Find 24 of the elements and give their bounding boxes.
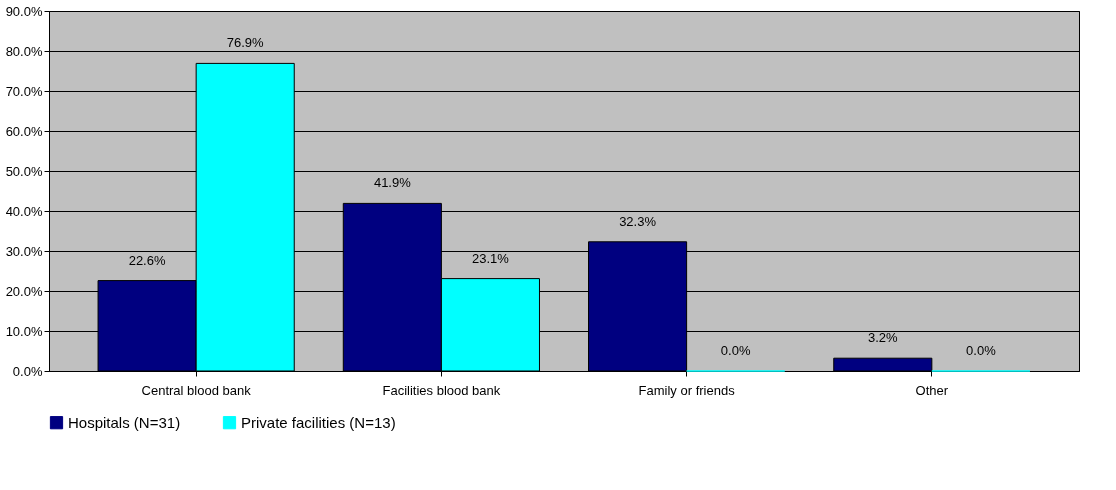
y-tick-label: 40.0% [5, 203, 43, 219]
legend-label: Private facilities (N=13) [241, 413, 396, 431]
x-tick-label: Central blood bank [141, 382, 252, 398]
data-label: 3.2% [867, 330, 899, 346]
y-tick-label: 80.0% [5, 43, 43, 59]
x-tick-label: Other [915, 382, 949, 398]
data-label: 22.6% [128, 252, 166, 268]
data-label: 0.0% [720, 343, 751, 358]
data-label: 32.3% [619, 213, 657, 229]
data-label: 76.9% [226, 35, 265, 51]
x-tick-label: Facilities blood bank [382, 382, 501, 398]
y-tick-label: 70.0% [5, 83, 43, 99]
y-tick-label: 50.0% [5, 163, 43, 179]
data-label: 0.0% [966, 343, 997, 358]
x-tick-label: Family or friends [638, 382, 736, 398]
y-tick-label: 0.0% [12, 363, 43, 379]
y-tick-label: 60.0% [5, 123, 43, 139]
y-tick-label: 90.0% [5, 3, 43, 19]
y-tick-label: 30.0% [5, 243, 43, 259]
y-tick-label: 10.0% [5, 323, 43, 339]
data-label: 23.1% [471, 250, 510, 266]
y-tick-label: 20.0% [5, 283, 43, 299]
data-label: 41.9% [373, 175, 412, 191]
legend-label: Hospitals (N=31) [68, 413, 181, 431]
